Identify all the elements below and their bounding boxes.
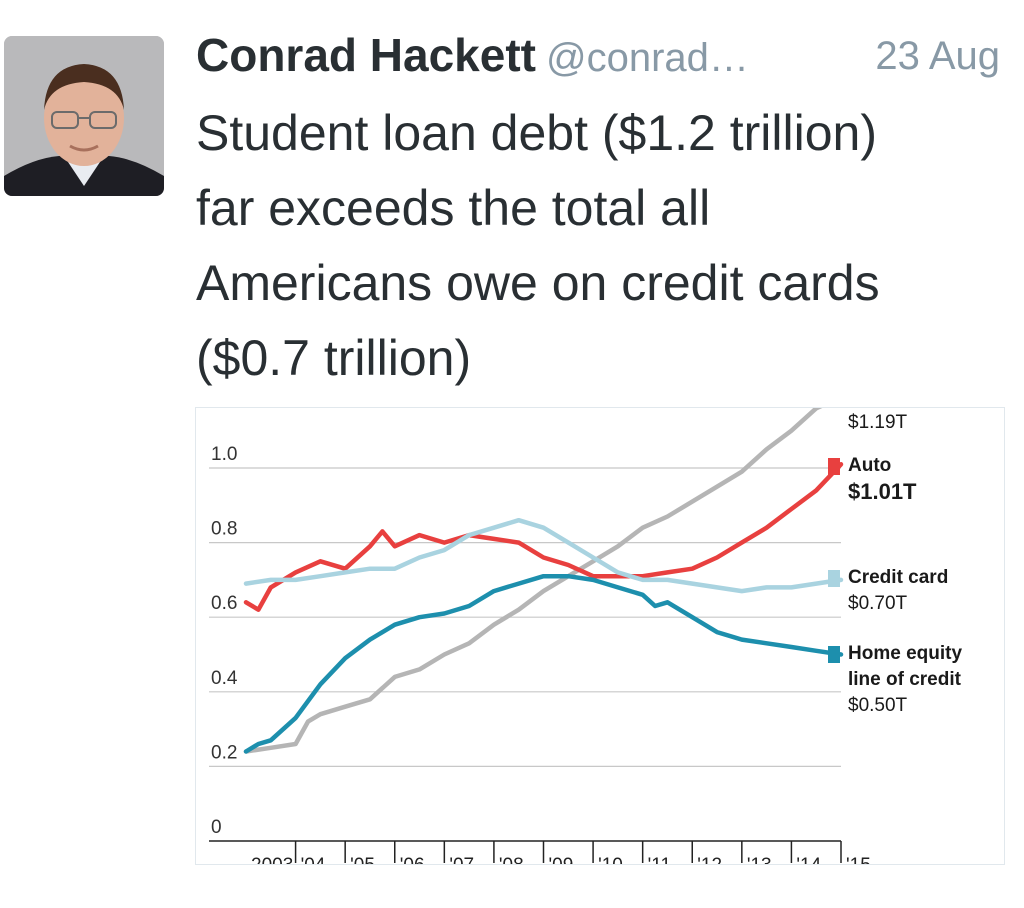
x-tick-label: '12 xyxy=(697,855,722,864)
legend-heloc-value: $0.50T xyxy=(848,695,908,716)
x-tick-label: '13 xyxy=(747,855,772,864)
series-line-credit-card xyxy=(243,517,844,594)
x-tick-label: '14 xyxy=(796,855,821,864)
avatar-portrait-icon xyxy=(4,36,164,196)
tweet-text-line: far exceeds the total all xyxy=(196,180,711,236)
legend-auto: Auto $1.01T xyxy=(828,453,917,505)
legend-home-equity: Home equity line of credit $0.50T xyxy=(828,641,963,719)
y-tick-label: 0.6 xyxy=(211,593,237,614)
x-tick-label: '07 xyxy=(449,855,474,864)
legend-student-loan: $1.19T xyxy=(848,410,907,436)
tweet-text: Student loan debt ($1.2 trillion) far ex… xyxy=(196,96,996,396)
legend-heloc-label-2: line of credit xyxy=(848,669,961,690)
legend-credit-card: Credit card $0.70T xyxy=(828,565,949,617)
author-handle[interactable]: @conrad… xyxy=(545,36,749,80)
tweet-text-line: Americans owe on credit cards xyxy=(196,255,880,311)
x-tick-label: '08 xyxy=(499,855,524,864)
x-tick-label: '04 xyxy=(301,855,326,864)
legend-heloc-label-1: Home equity xyxy=(848,643,963,664)
series-line-student-loan xyxy=(243,408,823,754)
x-tick-label: '15 xyxy=(846,855,871,864)
legend-auto-label: Auto xyxy=(848,455,892,476)
y-tick-label: 0.4 xyxy=(211,668,238,689)
tweet-media-chart[interactable]: 1.0 0.8 0.6 0.4 0.2 0 2003 '04 '05 '06 '07 '08 '09 '1… xyxy=(195,407,1005,865)
legend-auto-swatch xyxy=(828,458,840,475)
author-avatar[interactable] xyxy=(4,36,164,196)
legend-credit-value: $0.70T xyxy=(848,593,908,614)
series-line-auto xyxy=(243,462,844,612)
x-tick-label: '09 xyxy=(549,855,574,864)
tweet-text-line: Student loan debt ($1.2 trillion) xyxy=(196,105,877,161)
legend-student-value: $1.19T xyxy=(848,412,908,433)
legend-auto-value: $1.01T xyxy=(848,479,917,504)
y-tick-label: 1.0 xyxy=(211,444,237,465)
x-tick-label: '06 xyxy=(400,855,425,864)
y-tick-label: 0.2 xyxy=(211,742,237,763)
tweet-date[interactable]: 23 Aug xyxy=(875,34,1000,78)
x-tick-label: '05 xyxy=(350,855,375,864)
series-line-home-equity-line-of-credit xyxy=(243,573,844,754)
x-tick-label: 2003 xyxy=(251,855,293,864)
legend-credit-swatch xyxy=(828,570,840,587)
x-tick-label: '11 xyxy=(648,855,671,864)
y-tick-label: 0 xyxy=(211,817,222,838)
tweet-text-line: ($0.7 trillion) xyxy=(196,330,472,386)
legend-heloc-swatch xyxy=(828,646,840,663)
legend-credit-label: Credit card xyxy=(848,567,949,588)
debt-line-chart: 1.0 0.8 0.6 0.4 0.2 0 2003 '04 '05 '06 '07 '08 '09 '1… xyxy=(209,408,871,864)
x-tick-label: '10 xyxy=(598,855,623,864)
author-name[interactable]: Conrad Hackett xyxy=(196,29,536,81)
y-tick-label: 0.8 xyxy=(211,519,237,540)
tweet-header: Conrad Hackett @conrad… 23 Aug xyxy=(196,28,1014,92)
